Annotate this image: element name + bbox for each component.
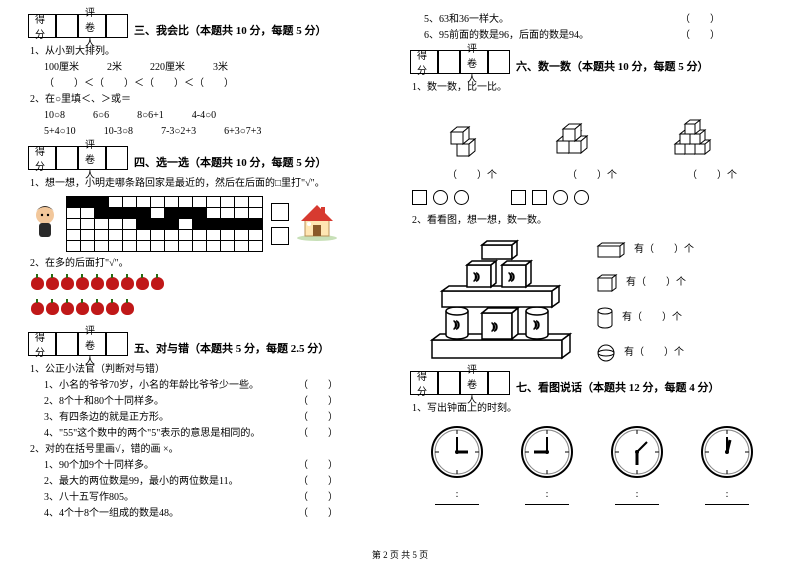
- paren[interactable]: （ ）: [298, 378, 338, 394]
- q3-2-cell: 4-4○0: [192, 108, 216, 124]
- q3-2-cell: 10-3○8: [104, 124, 133, 140]
- count-blank: （ ）个: [567, 168, 617, 184]
- svg-text:)): )): [509, 272, 515, 281]
- q5-1-item: 3、有四条边的就是正方形。: [44, 410, 169, 426]
- count-blank: （ ）个: [687, 168, 737, 184]
- score-label: 得分: [28, 14, 56, 38]
- q5-2-item: 4、4个十8个一组成的数是48。: [44, 506, 179, 522]
- section-5-title: 五、对与错（本题共 5 分，每题 2.5 分）: [134, 340, 329, 356]
- svg-text:)): )): [454, 320, 460, 329]
- q5-2: 2、对的在括号里画√，错的画 ×。: [30, 442, 390, 458]
- marker-label: 评卷人: [78, 14, 106, 38]
- apple-row-1: [30, 276, 390, 297]
- q3-2-cell: 5+4○10: [44, 124, 76, 140]
- svg-text:)): )): [474, 272, 480, 281]
- shape-answers: 有（ ）个 有（ ）个 有（ ）个 有（ ）个: [596, 235, 694, 363]
- cylinder-icon: [596, 307, 614, 329]
- q5-1: 1、公正小法官（判断对与错）: [30, 362, 390, 378]
- q3-2-cell: 10○8: [44, 108, 65, 124]
- q3-1-blank: （ ）＜（ ）＜（ ）＜（ ）: [30, 76, 390, 92]
- q6-1: 1、数一数，比一比。: [412, 80, 772, 96]
- time-blank[interactable]: :: [615, 487, 659, 505]
- section-6-title: 六、数一数（本题共 10 分，每题 5 分）: [516, 58, 709, 74]
- clocks-row: [412, 425, 772, 479]
- cuboid-icon: [596, 241, 626, 259]
- path-grid: [66, 196, 263, 252]
- cube-stacks: [412, 104, 772, 164]
- score-box: 得分 评卷人: [410, 50, 510, 74]
- time-blank[interactable]: :: [705, 487, 749, 505]
- q5-1-item: 1、小名的爷爷70岁，小名的年龄比爷爷少一些。: [44, 378, 259, 394]
- q4-2: 2、在多的后面打"√"。: [30, 256, 390, 272]
- sphere-icon: [596, 343, 616, 363]
- score-input[interactable]: [56, 14, 78, 38]
- time-blank[interactable]: :: [435, 487, 479, 505]
- clock-icon: [430, 425, 484, 479]
- q-pre-item: 6、95前面的数是96，后面的数是94。: [424, 28, 589, 44]
- q3-2-cell: 8○6+1: [137, 108, 164, 124]
- marker-input[interactable]: [106, 14, 128, 38]
- q6-2: 2、看看图，想一想，数一数。: [412, 213, 772, 229]
- q3-2: 2、在○里填＜、＞或＝: [30, 92, 390, 108]
- q5-2-item: 1、90个加9个十同样多。: [44, 458, 154, 474]
- q5-1-item: 2、8个十和80个十同样多。: [44, 394, 164, 410]
- compare-shapes: [412, 190, 772, 205]
- q3-2-cell: 7-3○2+3: [161, 124, 196, 140]
- q3-1-item: 100厘米: [44, 60, 79, 76]
- section-3-title: 三、我会比（本题共 10 分，每题 5 分）: [134, 22, 327, 38]
- q3-1-item: 2米: [107, 60, 122, 76]
- q3-2-cell: 6○6: [93, 108, 109, 124]
- answer-boxes: [271, 203, 289, 245]
- q-pre-item: 5、63和36一样大。: [424, 12, 509, 28]
- section-4-title: 四、选一选（本题共 10 分，每题 5 分）: [134, 154, 327, 170]
- svg-text:)): )): [492, 322, 498, 331]
- clock-icon: [700, 425, 754, 479]
- apple-row-2: [30, 301, 390, 322]
- q4-1: 1、想一想，小明走哪条路回家是最近的，然后在后面的□里打"√"。: [30, 176, 390, 192]
- q3-1-item: 220厘米: [150, 60, 185, 76]
- page-footer: 第 2 页 共 5 页: [0, 548, 800, 561]
- score-box: 得分 评卷人: [28, 14, 128, 38]
- q5-2-item: 2、最大的两位数是99，最小的两位数是11。: [44, 474, 239, 490]
- q3-1-item: 3米: [213, 60, 228, 76]
- clock-icon: [610, 425, 664, 479]
- section-7-title: 七、看图说话（本题共 12 分，每题 4 分）: [516, 379, 720, 395]
- blocks-figure: )) )) )) )) )): [412, 235, 582, 365]
- q7-1: 1、写出钟面上的时刻。: [412, 401, 772, 417]
- score-box: 得分 评卷人: [410, 371, 510, 395]
- score-box: 得分 评卷人: [28, 332, 128, 356]
- q3-1: 1、从小到大排列。: [30, 44, 390, 60]
- q3-2-cell: 6+3○7+3: [224, 124, 261, 140]
- score-box: 得分 评卷人: [28, 146, 128, 170]
- clock-icon: [520, 425, 574, 479]
- house-icon: [295, 201, 339, 247]
- count-blank: （ ）个: [447, 168, 497, 184]
- q5-1-item: 4、"55"这个数中的两个"5"表示的意思是相同的。: [44, 426, 260, 442]
- q5-2-item: 3、八十五写作805。: [44, 490, 134, 506]
- cube-icon: [596, 273, 618, 293]
- boy-icon: [30, 203, 60, 245]
- time-blank[interactable]: :: [525, 487, 569, 505]
- svg-text:)): )): [534, 320, 540, 329]
